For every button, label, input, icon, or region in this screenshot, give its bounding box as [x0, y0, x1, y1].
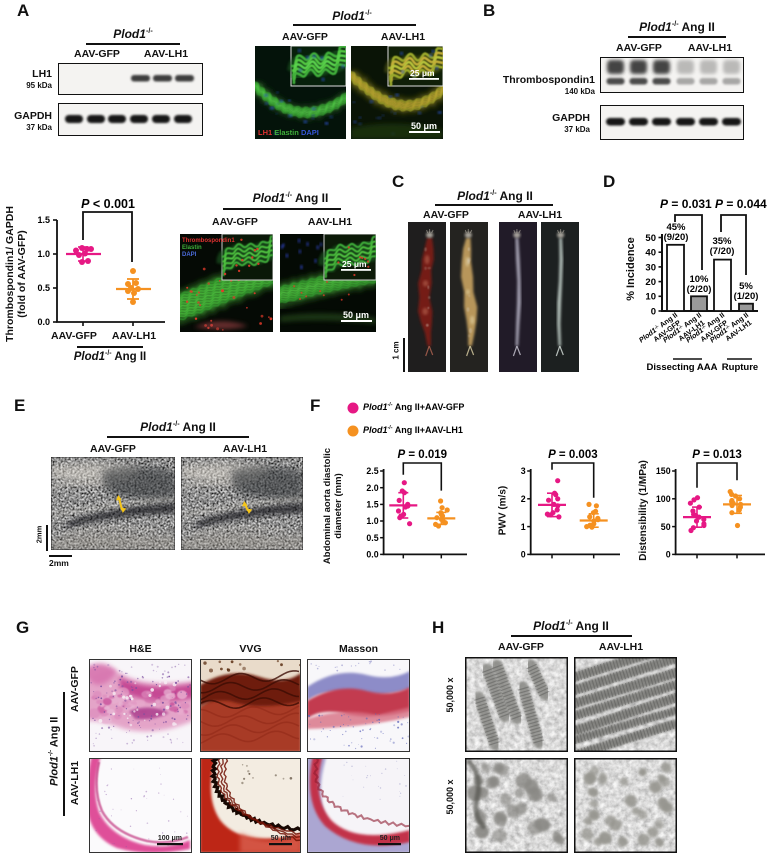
- svg-text:P = 0.031: P = 0.031: [660, 197, 712, 211]
- svg-text:P = 0.013: P = 0.013: [692, 449, 742, 461]
- svg-text:0: 0: [651, 306, 656, 317]
- svg-text:1.0: 1.0: [37, 249, 50, 259]
- svg-text:(2/20): (2/20): [687, 284, 712, 295]
- svg-text:5%: 5%: [739, 281, 753, 292]
- svg-text:1: 1: [521, 522, 526, 532]
- svg-text:35%: 35%: [712, 236, 732, 247]
- svg-text:50 μm: 50 μm: [380, 835, 400, 842]
- svg-text:(9/20): (9/20): [664, 232, 689, 243]
- svg-text:50: 50: [645, 233, 656, 244]
- svg-text:2.5: 2.5: [366, 466, 378, 476]
- svg-text:Thrombospondin1: Thrombospondin1: [182, 238, 235, 244]
- svg-text:P = 0.019: P = 0.019: [398, 449, 448, 461]
- svg-text:1.5: 1.5: [37, 215, 50, 225]
- svg-text:50: 50: [661, 522, 671, 532]
- svg-text:25 μm: 25 μm: [410, 68, 435, 78]
- svg-text:2.0: 2.0: [366, 483, 378, 493]
- svg-text:DAPI: DAPI: [182, 252, 197, 258]
- svg-text:0.0: 0.0: [37, 317, 50, 327]
- svg-text:Elastin: Elastin: [182, 245, 202, 251]
- svg-text:3: 3: [521, 466, 526, 476]
- svg-text:50 μm: 50 μm: [343, 310, 369, 320]
- svg-text:50 μm: 50 μm: [271, 835, 291, 842]
- svg-text:10: 10: [645, 292, 656, 303]
- svg-text:0.5: 0.5: [366, 533, 378, 543]
- svg-text:0: 0: [521, 550, 526, 560]
- svg-text:0: 0: [666, 550, 671, 560]
- svg-text:100 μm: 100 μm: [158, 835, 182, 842]
- svg-text:25 μm: 25 μm: [342, 259, 367, 269]
- svg-text:(7/20): (7/20): [710, 246, 735, 257]
- svg-text:P = 0.003: P = 0.003: [548, 449, 598, 461]
- svg-text:10%: 10%: [689, 274, 709, 285]
- svg-text:P = 0.044: P = 0.044: [715, 197, 767, 211]
- svg-text:Dissecting AAA: Dissecting AAA: [647, 362, 718, 373]
- svg-text:1.0: 1.0: [366, 516, 378, 526]
- svg-text:30: 30: [645, 262, 656, 273]
- svg-text:Rupture: Rupture: [722, 362, 758, 373]
- svg-text:2: 2: [521, 494, 526, 504]
- svg-text:45%: 45%: [666, 222, 686, 233]
- svg-text:0.0: 0.0: [366, 550, 378, 560]
- svg-text:50 μm: 50 μm: [411, 121, 437, 131]
- svg-text:(1/20): (1/20): [734, 291, 759, 302]
- svg-text:0.5: 0.5: [37, 283, 50, 293]
- svg-text:20: 20: [645, 277, 656, 288]
- svg-text:LH1 Elastin DAPI: LH1 Elastin DAPI: [258, 128, 319, 137]
- svg-text:150: 150: [656, 466, 671, 476]
- svg-text:1.5: 1.5: [366, 500, 378, 510]
- svg-text:P < 0.001: P < 0.001: [81, 197, 135, 211]
- svg-text:100: 100: [656, 494, 671, 504]
- svg-text:40: 40: [645, 248, 656, 259]
